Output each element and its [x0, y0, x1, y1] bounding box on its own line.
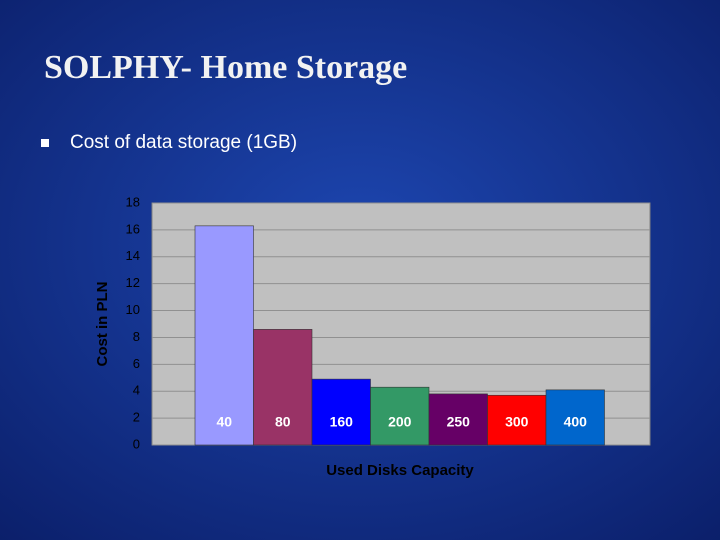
y-tick-label: 0 — [133, 436, 140, 451]
y-tick-label: 18 — [126, 194, 140, 209]
category-label: 80 — [275, 414, 291, 430]
bullet-marker — [41, 139, 49, 147]
bar — [194, 225, 254, 446]
category-label: 160 — [330, 414, 354, 430]
y-tick-label: 16 — [126, 221, 140, 236]
bar — [253, 329, 313, 446]
bar — [311, 378, 371, 446]
y-tick-label: 6 — [133, 356, 140, 371]
y-tick-label: 14 — [126, 248, 140, 263]
bar — [428, 393, 488, 446]
category-label: 300 — [505, 414, 529, 430]
y-tick-label: 10 — [126, 302, 140, 317]
category-label: 250 — [447, 414, 471, 430]
y-tick-label: 12 — [126, 275, 140, 290]
bar — [370, 386, 430, 446]
category-label: 40 — [216, 414, 232, 430]
slide-title: SOLPHY- Home Storage — [44, 49, 407, 86]
y-axis-title: Cost in PLN — [94, 282, 111, 367]
bullet-text: Cost of data storage (1GB) — [70, 132, 297, 153]
y-tick-label: 4 — [133, 383, 140, 398]
y-tick-label: 8 — [133, 329, 140, 344]
category-label: 200 — [388, 414, 412, 430]
category-label: 400 — [564, 414, 588, 430]
y-tick-label: 2 — [133, 410, 140, 425]
bar — [545, 389, 605, 446]
x-axis-title: Used Disks Capacity — [326, 462, 474, 479]
bar — [487, 394, 547, 446]
chart: 0 2 4 6 8 10 12 14 16 18 40 80 160 200 250 300 400 Cost i… — [94, 194, 650, 479]
